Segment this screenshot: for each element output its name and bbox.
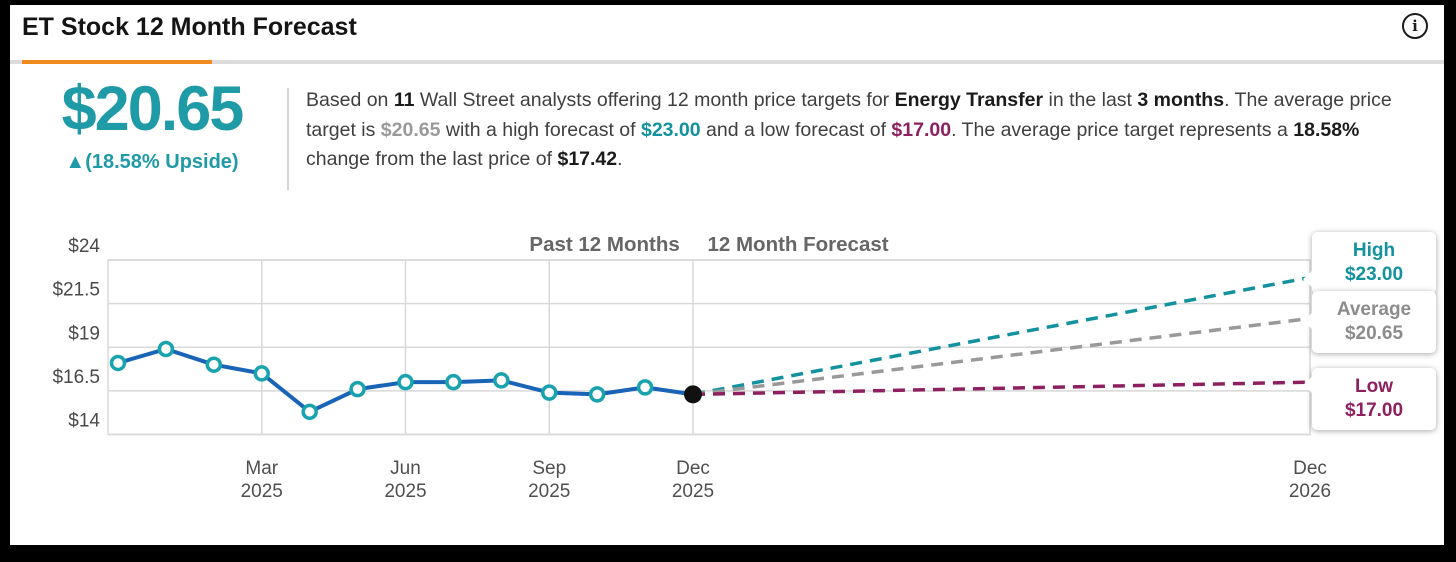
data-point-marker xyxy=(301,403,318,421)
paragraph-segment: $17.00 xyxy=(891,118,952,141)
y-axis-tick-label: $16.5 xyxy=(52,367,100,388)
paragraph-segment: . The average price target is xyxy=(306,89,1392,141)
paragraph-segment: $17.42 xyxy=(557,148,618,170)
low-forecast-label: Low xyxy=(1355,376,1393,397)
paragraph-segment: . The average price target represents a xyxy=(951,118,1294,141)
data-point-marker xyxy=(397,373,414,391)
data-point-marker xyxy=(253,365,270,382)
average-forecast-label: Average xyxy=(1336,299,1412,320)
widget-frame: ET Stock 12 Month Forecast i $20.65 ▲(18… xyxy=(10,5,1444,545)
y-axis-tick-label: $14 xyxy=(68,411,100,432)
paragraph-segment: and a low forecast of xyxy=(700,118,892,141)
paragraph-segment: in the last xyxy=(1043,89,1138,111)
x-axis-tick-label: Mar 2025 xyxy=(240,458,283,502)
chart-title-past: Past 12 Months xyxy=(529,233,680,256)
last-price-marker xyxy=(684,385,702,404)
high-forecast-value: $23.00 xyxy=(1344,264,1404,285)
y-axis-tick-label: $21.5 xyxy=(52,280,100,301)
paragraph-segment: change from the last price of xyxy=(306,148,558,170)
forecast-chart-section: Past 12 Months 12 Month Forecast $24 $21.… xyxy=(10,5,1444,545)
info-icon[interactable]: i xyxy=(1402,13,1428,39)
paragraph-segment: 11 xyxy=(393,89,415,111)
high-forecast-tab: High $23.00 xyxy=(1303,232,1436,294)
average-forecast-line xyxy=(692,316,1311,397)
paragraph-segment: Based on xyxy=(306,89,394,111)
paragraph-segment: Wall Street analysts offering 12 month p… xyxy=(414,89,895,111)
plot-border xyxy=(107,259,1311,436)
x-axis-tick-label: Sep 2025 xyxy=(528,458,571,502)
paragraph-segment: 3 months xyxy=(1137,89,1225,111)
data-point-marker xyxy=(349,380,366,398)
chart-title-forecast: 12 Month Forecast xyxy=(707,233,889,256)
paragraph-segment: with a high forecast of xyxy=(440,118,641,141)
average-forecast-value: $20.65 xyxy=(1344,323,1404,344)
low-forecast-line xyxy=(692,380,1311,397)
paragraph-segment: Energy Transfer xyxy=(894,89,1044,111)
info-icon-glyph: i xyxy=(1412,16,1418,35)
price-target-block: $20.65 ▲(18.58% Upside) xyxy=(26,75,278,174)
data-point-marker xyxy=(636,379,654,396)
x-axis-tick-label-forecast-end: Dec 2026 xyxy=(1288,458,1332,502)
average-forecast-tab: Average $20.65 xyxy=(1303,291,1436,353)
vertical-divider xyxy=(287,88,289,190)
y-axis-tick-label: $24 xyxy=(68,236,100,257)
y-axis-tick-label: $19 xyxy=(68,323,100,344)
high-forecast-line xyxy=(692,275,1311,397)
page-title: ET Stock 12 Month Forecast xyxy=(22,13,357,41)
data-point-marker xyxy=(445,373,462,391)
header-divider-accent xyxy=(22,60,212,64)
data-point-marker xyxy=(588,386,606,403)
header-divider xyxy=(10,60,1444,64)
x-axis-tick-label: Dec 2025 xyxy=(671,458,715,502)
upside-label: ▲(18.58% Upside) xyxy=(65,151,239,174)
data-point-marker xyxy=(109,354,127,372)
data-point-marker xyxy=(541,384,558,401)
low-forecast-value: $17.00 xyxy=(1344,400,1404,421)
data-point-marker xyxy=(205,356,223,373)
data-point-marker xyxy=(493,372,510,389)
chart-title: Past 12 Months 12 Month Forecast xyxy=(108,233,1310,257)
high-forecast-label: High xyxy=(1352,240,1396,261)
x-axis-tick-label: Jun 2025 xyxy=(384,458,427,502)
data-point-marker xyxy=(157,340,175,358)
paragraph-segment: $23.00 xyxy=(640,118,701,141)
paragraph-segment: . xyxy=(617,148,623,170)
analyst-summary-paragraph: Based on 11 Wall Street analysts offerin… xyxy=(306,86,1418,175)
average-price-target: $20.65 xyxy=(61,74,245,144)
paragraph-segment: $20.65 xyxy=(380,118,441,141)
paragraph-segment: 18.58% xyxy=(1293,118,1360,141)
low-forecast-tab: Low $17.00 xyxy=(1303,368,1436,430)
forecast-chart: $24 $21.5 $19 $16.5 $14 xyxy=(52,236,1311,436)
